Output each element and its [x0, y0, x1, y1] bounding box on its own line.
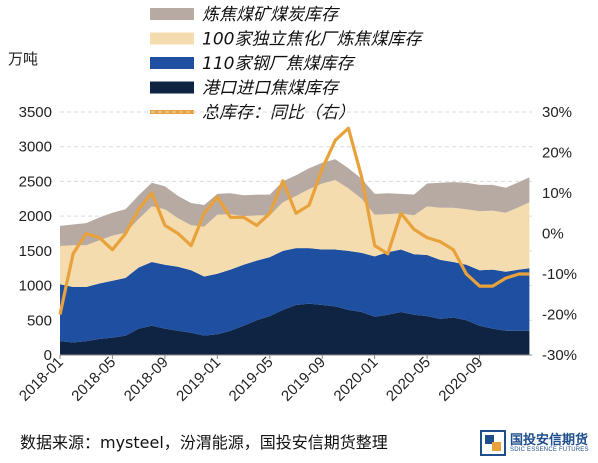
x-tick-5: 2019-09	[278, 354, 329, 405]
y-left-tick-0: 0	[44, 347, 52, 364]
logo-name: 国投安信期货	[510, 433, 589, 448]
x-tick-0: 2018-01	[16, 354, 67, 405]
area-series-0	[60, 159, 530, 246]
chart-legend: 炼焦煤矿煤炭库存 100家独立焦化厂炼焦煤库存 110家钢厂焦煤库存港口进口焦煤库存…	[150, 5, 423, 123]
area-series-1	[60, 180, 530, 287]
y-right-tick-0: -30%	[542, 347, 577, 364]
legend-swatch-0	[150, 8, 194, 20]
yoy-line	[58, 126, 530, 315]
y-right-tick-2: -10%	[542, 266, 577, 283]
logo-subtitle: SDIC ESSENCE FUTURES	[510, 447, 589, 453]
y-right-tick-6: 30%	[542, 104, 572, 121]
x-tick-1: 2018-05	[68, 354, 119, 405]
x-tick-8: 2020-09	[435, 354, 486, 405]
y-left-tick-2: 1000	[19, 278, 52, 295]
legend-label-3: 港口进口焦煤库存	[202, 79, 340, 99]
y-right-tick-5: 20%	[542, 145, 572, 162]
x-tick-6: 2020-01	[331, 354, 382, 405]
legend-label-4: 总库存：同比（右）	[202, 103, 355, 123]
source-note: 数据来源：mysteel，汾渭能源，国投安信期货整理	[20, 433, 388, 452]
legend-label-2: 110家钢厂焦煤库存	[202, 54, 355, 74]
legend-swatch-2	[150, 57, 194, 69]
x-tick-2: 2018-09	[121, 354, 172, 405]
area-series-3	[60, 303, 530, 355]
y-right-tick-4: 10%	[542, 185, 572, 202]
x-tick-7: 2020-05	[383, 354, 434, 405]
area-series-2	[60, 248, 530, 343]
y-axis-unit-label: 万吨	[8, 50, 38, 68]
legend-label-1: 100家独立焦化厂炼焦煤库存	[202, 30, 423, 50]
company-logo: 国投安信期货 SDIC ESSENCE FUTURES	[480, 428, 595, 460]
logo-mark-icon	[480, 430, 506, 456]
x-tick-4: 2019-05	[226, 354, 277, 405]
line-series-yoy	[58, 126, 530, 315]
y-left-tick-3: 1500	[19, 243, 52, 260]
legend-swatch-1	[150, 32, 194, 45]
y-left-tick-7: 3500	[19, 104, 52, 121]
y-left-tick-4: 2000	[19, 208, 52, 225]
y-right-tick-3: 0%	[542, 226, 564, 243]
y-left-tick-1: 500	[27, 312, 52, 329]
x-tick-3: 2019-01	[173, 354, 224, 405]
y-left-tick-6: 3000	[19, 139, 52, 156]
legend-swatch-3	[150, 81, 194, 94]
stacked-areas	[60, 159, 530, 355]
legend-label-0: 炼焦煤矿煤炭库存	[202, 5, 340, 25]
y-right-tick-1: -20%	[542, 307, 577, 324]
stacked-area-chart: 炼焦煤矿煤炭库存 100家独立焦化厂炼焦煤库存 110家钢厂焦煤库存港口进口焦煤库存…	[8, 5, 577, 405]
y-left-tick-5: 2500	[19, 173, 52, 190]
